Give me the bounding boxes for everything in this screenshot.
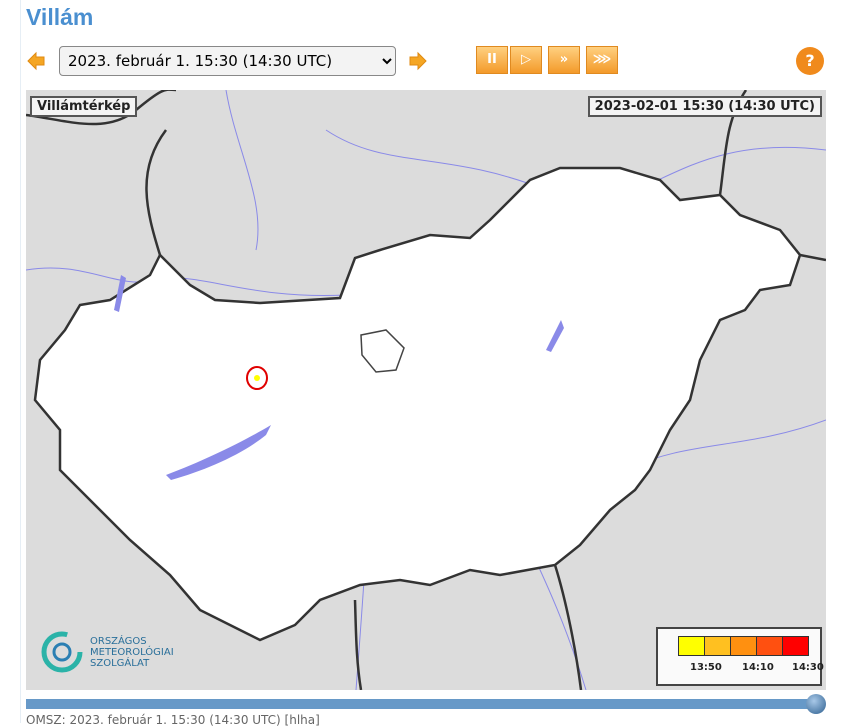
pause-button[interactable]: II xyxy=(476,46,508,74)
time-select[interactable]: 2023. február 1. 15:30 (14:30 UTC) xyxy=(59,46,396,76)
arrow-left-icon[interactable] xyxy=(26,51,46,71)
lightning-strike xyxy=(254,375,260,381)
lake-tisza xyxy=(546,320,564,352)
omsz-logo: ORSZÁGOS METEOROLÓGIAI SZOLGÁLAT xyxy=(40,630,174,674)
logo-line-1: ORSZÁGOS xyxy=(90,635,147,647)
time-legend: 13:50 14:10 14:30 xyxy=(656,627,824,686)
omsz-logo-icon xyxy=(41,631,83,673)
help-button[interactable]: ? xyxy=(796,47,824,75)
page-title: Villám xyxy=(26,4,94,30)
fast-forward-icon: » xyxy=(559,52,569,67)
timeline-slider[interactable] xyxy=(26,699,821,709)
map-timestamp: 2023-02-01 15:30 (14:30 UTC) xyxy=(587,96,822,117)
map-graphic xyxy=(26,90,826,690)
legend-swatch xyxy=(782,636,809,656)
lightning-highlight-circle xyxy=(246,366,268,390)
timeline-slider-handle[interactable] xyxy=(806,694,826,714)
budapest-outline xyxy=(360,329,405,373)
play-icon: ▷ xyxy=(521,52,531,67)
faster-forward-icon: ⋙ xyxy=(592,52,612,67)
legend-swatch xyxy=(678,636,705,656)
legend-label: 13:50 xyxy=(690,662,722,673)
legend-label: 14:30 xyxy=(792,662,824,673)
page-border xyxy=(20,0,21,723)
legend-swatch xyxy=(704,636,731,656)
play-button[interactable]: ▷ xyxy=(510,46,542,74)
lake-ferto xyxy=(114,275,126,312)
logo-line-3: SZOLGÁLAT xyxy=(90,657,150,669)
footer-caption: OMSZ: 2023. február 1. 15:30 (14:30 UTC)… xyxy=(26,713,320,727)
logo-line-2: METEOROLÓGIAI xyxy=(90,646,174,658)
map-label: Villámtérkép xyxy=(30,96,138,117)
faster-forward-button[interactable]: ⋙ xyxy=(586,46,618,74)
lightning-map: Villámtérkép 2023-02-01 15:30 (14:30 UTC… xyxy=(26,90,826,690)
arrow-right-icon[interactable] xyxy=(408,51,428,71)
lake-balaton xyxy=(166,425,271,480)
fast-forward-button[interactable]: » xyxy=(548,46,580,74)
legend-swatch xyxy=(730,636,757,656)
hungary-outline xyxy=(33,166,802,642)
legend-label: 14:10 xyxy=(742,662,774,673)
pause-icon: II xyxy=(487,52,497,67)
legend-swatch xyxy=(756,636,783,656)
